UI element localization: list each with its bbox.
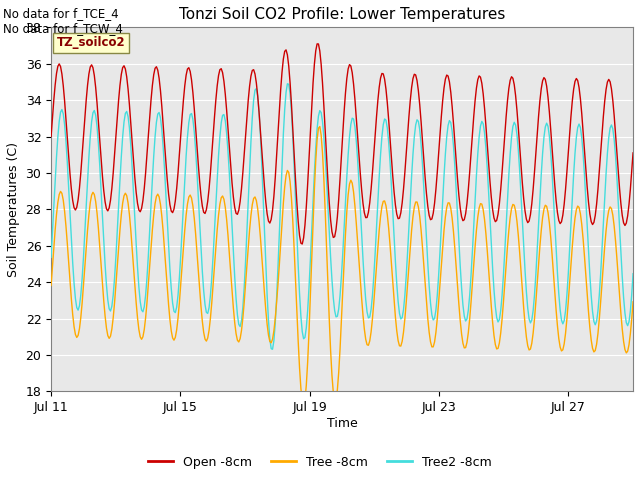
Title: Tonzi Soil CO2 Profile: Lower Temperatures: Tonzi Soil CO2 Profile: Lower Temperatur… (179, 7, 505, 22)
Text: No data for f_TCE_4: No data for f_TCE_4 (3, 7, 119, 20)
Text: No data for f_TCW_4: No data for f_TCW_4 (3, 22, 123, 35)
Text: TZ_soilco2: TZ_soilco2 (57, 36, 125, 49)
Legend: Open -8cm, Tree -8cm, Tree2 -8cm: Open -8cm, Tree -8cm, Tree2 -8cm (143, 451, 497, 474)
Y-axis label: Soil Temperatures (C): Soil Temperatures (C) (7, 142, 20, 277)
X-axis label: Time: Time (326, 417, 358, 430)
